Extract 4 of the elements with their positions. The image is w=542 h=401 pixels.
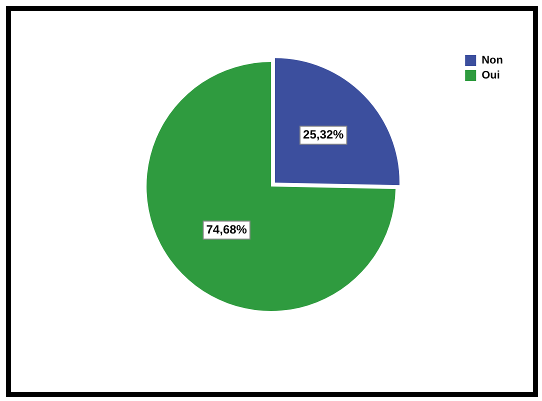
legend-label: Non [482,54,504,67]
legend-label: Oui [482,70,500,82]
data-label: 74,68% [206,222,248,236]
data-label: 25,32% [303,128,344,142]
